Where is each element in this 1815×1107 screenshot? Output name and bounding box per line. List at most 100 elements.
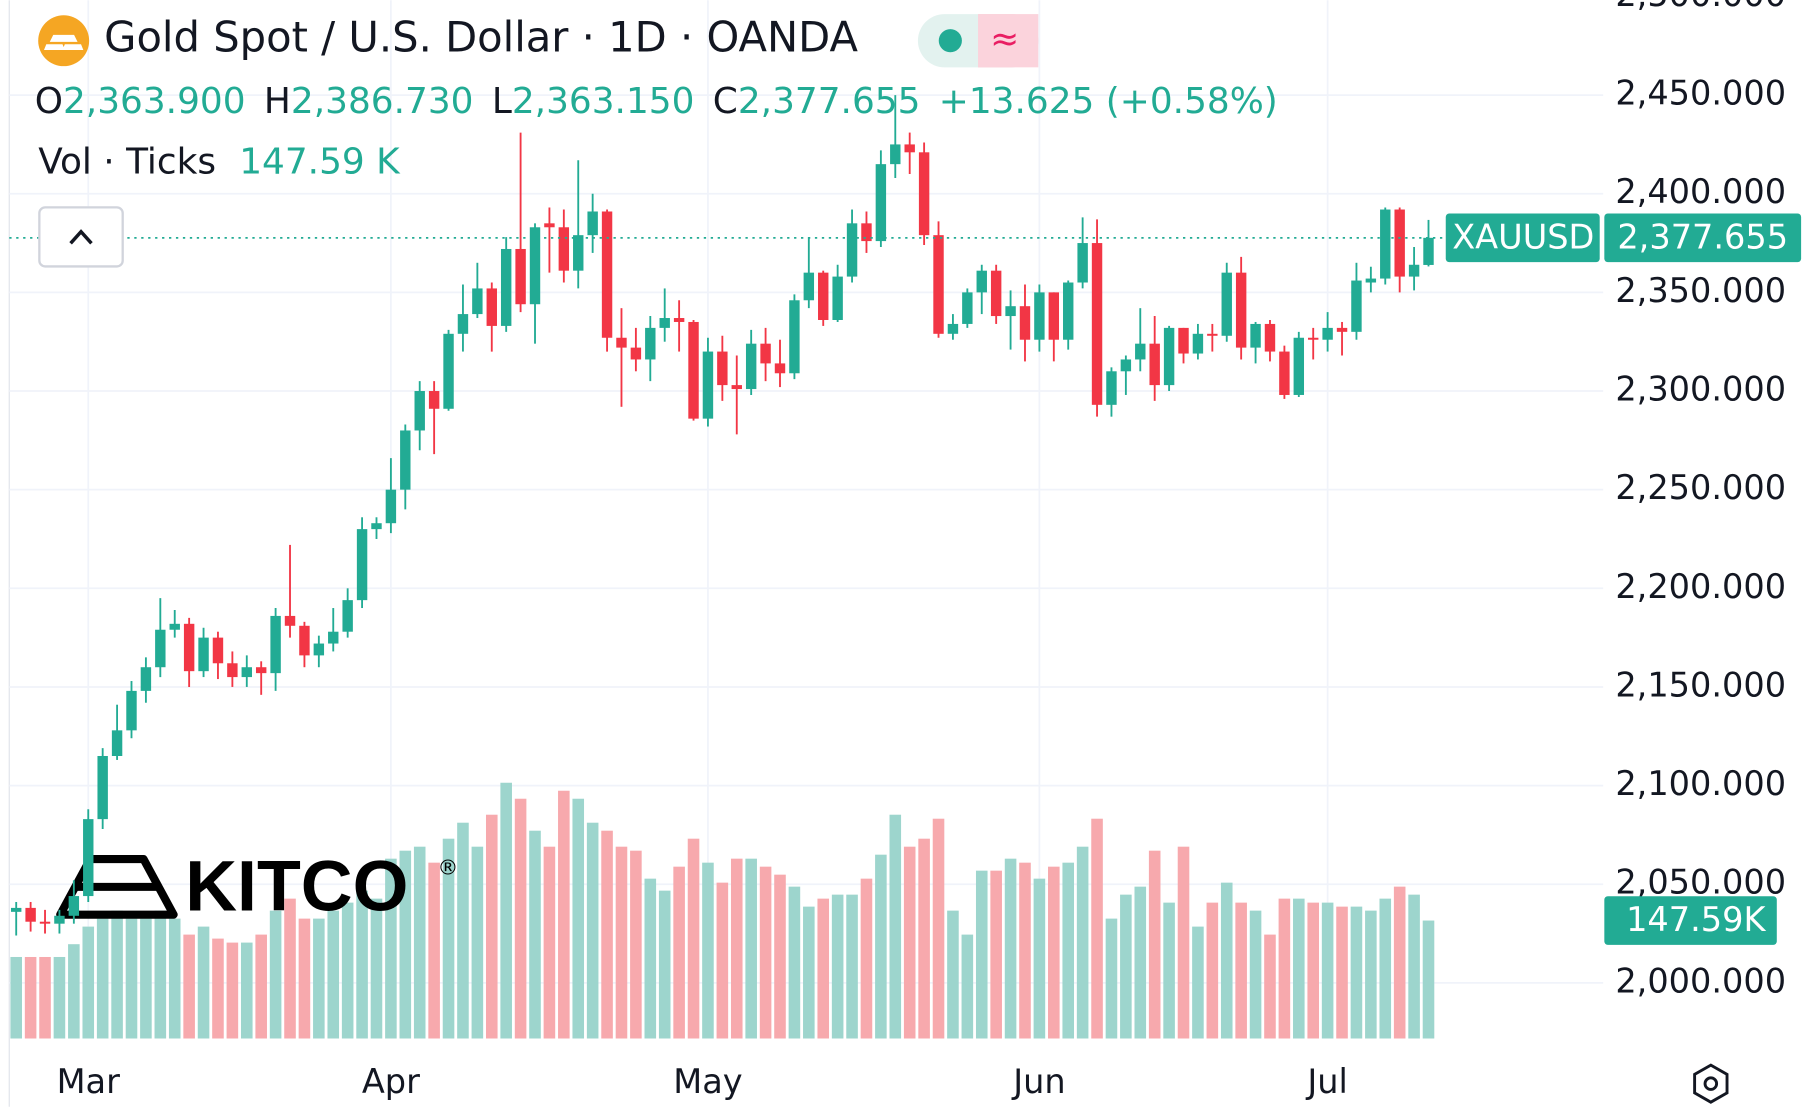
volume-bar (889, 814, 902, 1039)
candle-body (1163, 327, 1175, 386)
candle-body (486, 288, 497, 326)
volume-bar (572, 798, 585, 1039)
volume-bar (1393, 886, 1406, 1039)
candle-body (1394, 209, 1405, 277)
volume-bar (745, 858, 757, 1039)
candle-body (745, 343, 757, 390)
volume-bar (903, 846, 916, 1039)
volume-bar (846, 894, 858, 1039)
volume-bar (860, 878, 873, 1039)
candle-body (1135, 343, 1146, 360)
candle-body (673, 318, 685, 322)
candle-body (1106, 371, 1117, 405)
candle-body (601, 211, 613, 338)
legend-value: 2,363.900 (63, 81, 246, 122)
watermark-mark: ® (438, 855, 459, 879)
candle-body (270, 615, 281, 674)
volume-bar (514, 798, 527, 1039)
x-tick-label: Jul (1305, 1062, 1347, 1101)
volume-value: 147.59 K (239, 141, 401, 182)
volume-bar (1163, 902, 1175, 1039)
candle-body (1063, 282, 1074, 340)
volume-bar (457, 822, 469, 1039)
ohlc-legend: O2,363.900 H2,386.730 L2,363.150 C2,377.… (35, 81, 1278, 122)
x-tick-label: Jun (1011, 1062, 1065, 1101)
candle-body (97, 755, 108, 820)
price-axis: 2,000.000 2,050.000 2,100.000 2,150.000 2,20… (1615, 0, 1786, 1000)
volume-bar (673, 866, 685, 1039)
volume-bar (471, 846, 484, 1039)
volume-bar (240, 942, 253, 1039)
volume-bar (1177, 846, 1190, 1039)
volume-bar (24, 956, 37, 1039)
candle-body (385, 489, 397, 524)
volume-bar (658, 890, 671, 1039)
candle-body (947, 323, 959, 334)
candle-body (861, 223, 872, 242)
volume-bar (630, 850, 642, 1039)
candle-body (1221, 272, 1232, 336)
symbol-title: Gold Spot / U.S. Dollar · 1D · OANDA (104, 13, 858, 62)
y-tick-label: 2,000.000 (1615, 961, 1786, 1000)
candle-body (1408, 264, 1420, 277)
volume-bar (485, 814, 498, 1039)
volume-bar (96, 918, 109, 1039)
volume-bar (543, 846, 556, 1039)
candle-body (1351, 280, 1362, 332)
candle-body (1048, 292, 1060, 340)
legend-key: C (713, 81, 738, 122)
collapse-button[interactable] (38, 206, 124, 268)
volume-bar (269, 910, 282, 1039)
settings-icon[interactable] (1693, 1063, 1729, 1104)
candle-body (1207, 333, 1218, 336)
volume-bar (529, 830, 541, 1039)
symbol-tag (1445, 213, 1600, 263)
volume-bar (961, 934, 974, 1039)
volume-bar (1048, 866, 1060, 1039)
candle-body (183, 623, 195, 672)
candle-body (54, 915, 65, 924)
symbol-icon-bars (43, 34, 84, 50)
candle-body (515, 248, 526, 305)
candle-body (688, 321, 699, 419)
volume-bar (1033, 878, 1046, 1039)
y-tick-label: 2,150.000 (1615, 665, 1786, 704)
candle-body (645, 327, 656, 360)
candle-body (803, 272, 815, 301)
candle-body (39, 921, 51, 924)
candle-body (198, 637, 209, 672)
time-axis: Mar Apr May Jun Jul (57, 1062, 1348, 1101)
x-tick-label: Mar (57, 1062, 121, 1101)
volume-bar (788, 886, 801, 1039)
candle-body (573, 235, 584, 271)
volume-bar (168, 918, 181, 1039)
volume-bar (918, 838, 930, 1039)
candle-body (428, 391, 440, 409)
volume-bar (370, 898, 383, 1039)
candle-body (616, 337, 627, 348)
collapse-icon (69, 229, 93, 245)
status-icon: ≈ (990, 20, 1019, 60)
y-tick-label: 2,100.000 (1615, 764, 1786, 803)
candle-body (25, 907, 36, 922)
candle-body (1019, 306, 1031, 340)
candles (10, 95, 1434, 936)
candle-body (140, 667, 152, 691)
candle-body (1120, 359, 1132, 372)
candle-body (313, 643, 325, 656)
volume-bar (428, 862, 440, 1039)
watermark: KITCO ® (56, 846, 459, 926)
y-tick-label: 2,050.000 (1615, 863, 1786, 902)
settings-icon-center (1703, 1076, 1719, 1091)
candle-body (255, 667, 267, 674)
candle-body (284, 615, 296, 626)
candle-body (443, 333, 454, 409)
candle-body (558, 227, 570, 271)
candle-body (904, 144, 915, 153)
volume-bar (831, 894, 844, 1039)
legend-value: 2,377.655 (738, 81, 921, 122)
volume-bar (1235, 902, 1247, 1039)
candle-body (962, 292, 973, 324)
volume-bar (990, 870, 1002, 1039)
